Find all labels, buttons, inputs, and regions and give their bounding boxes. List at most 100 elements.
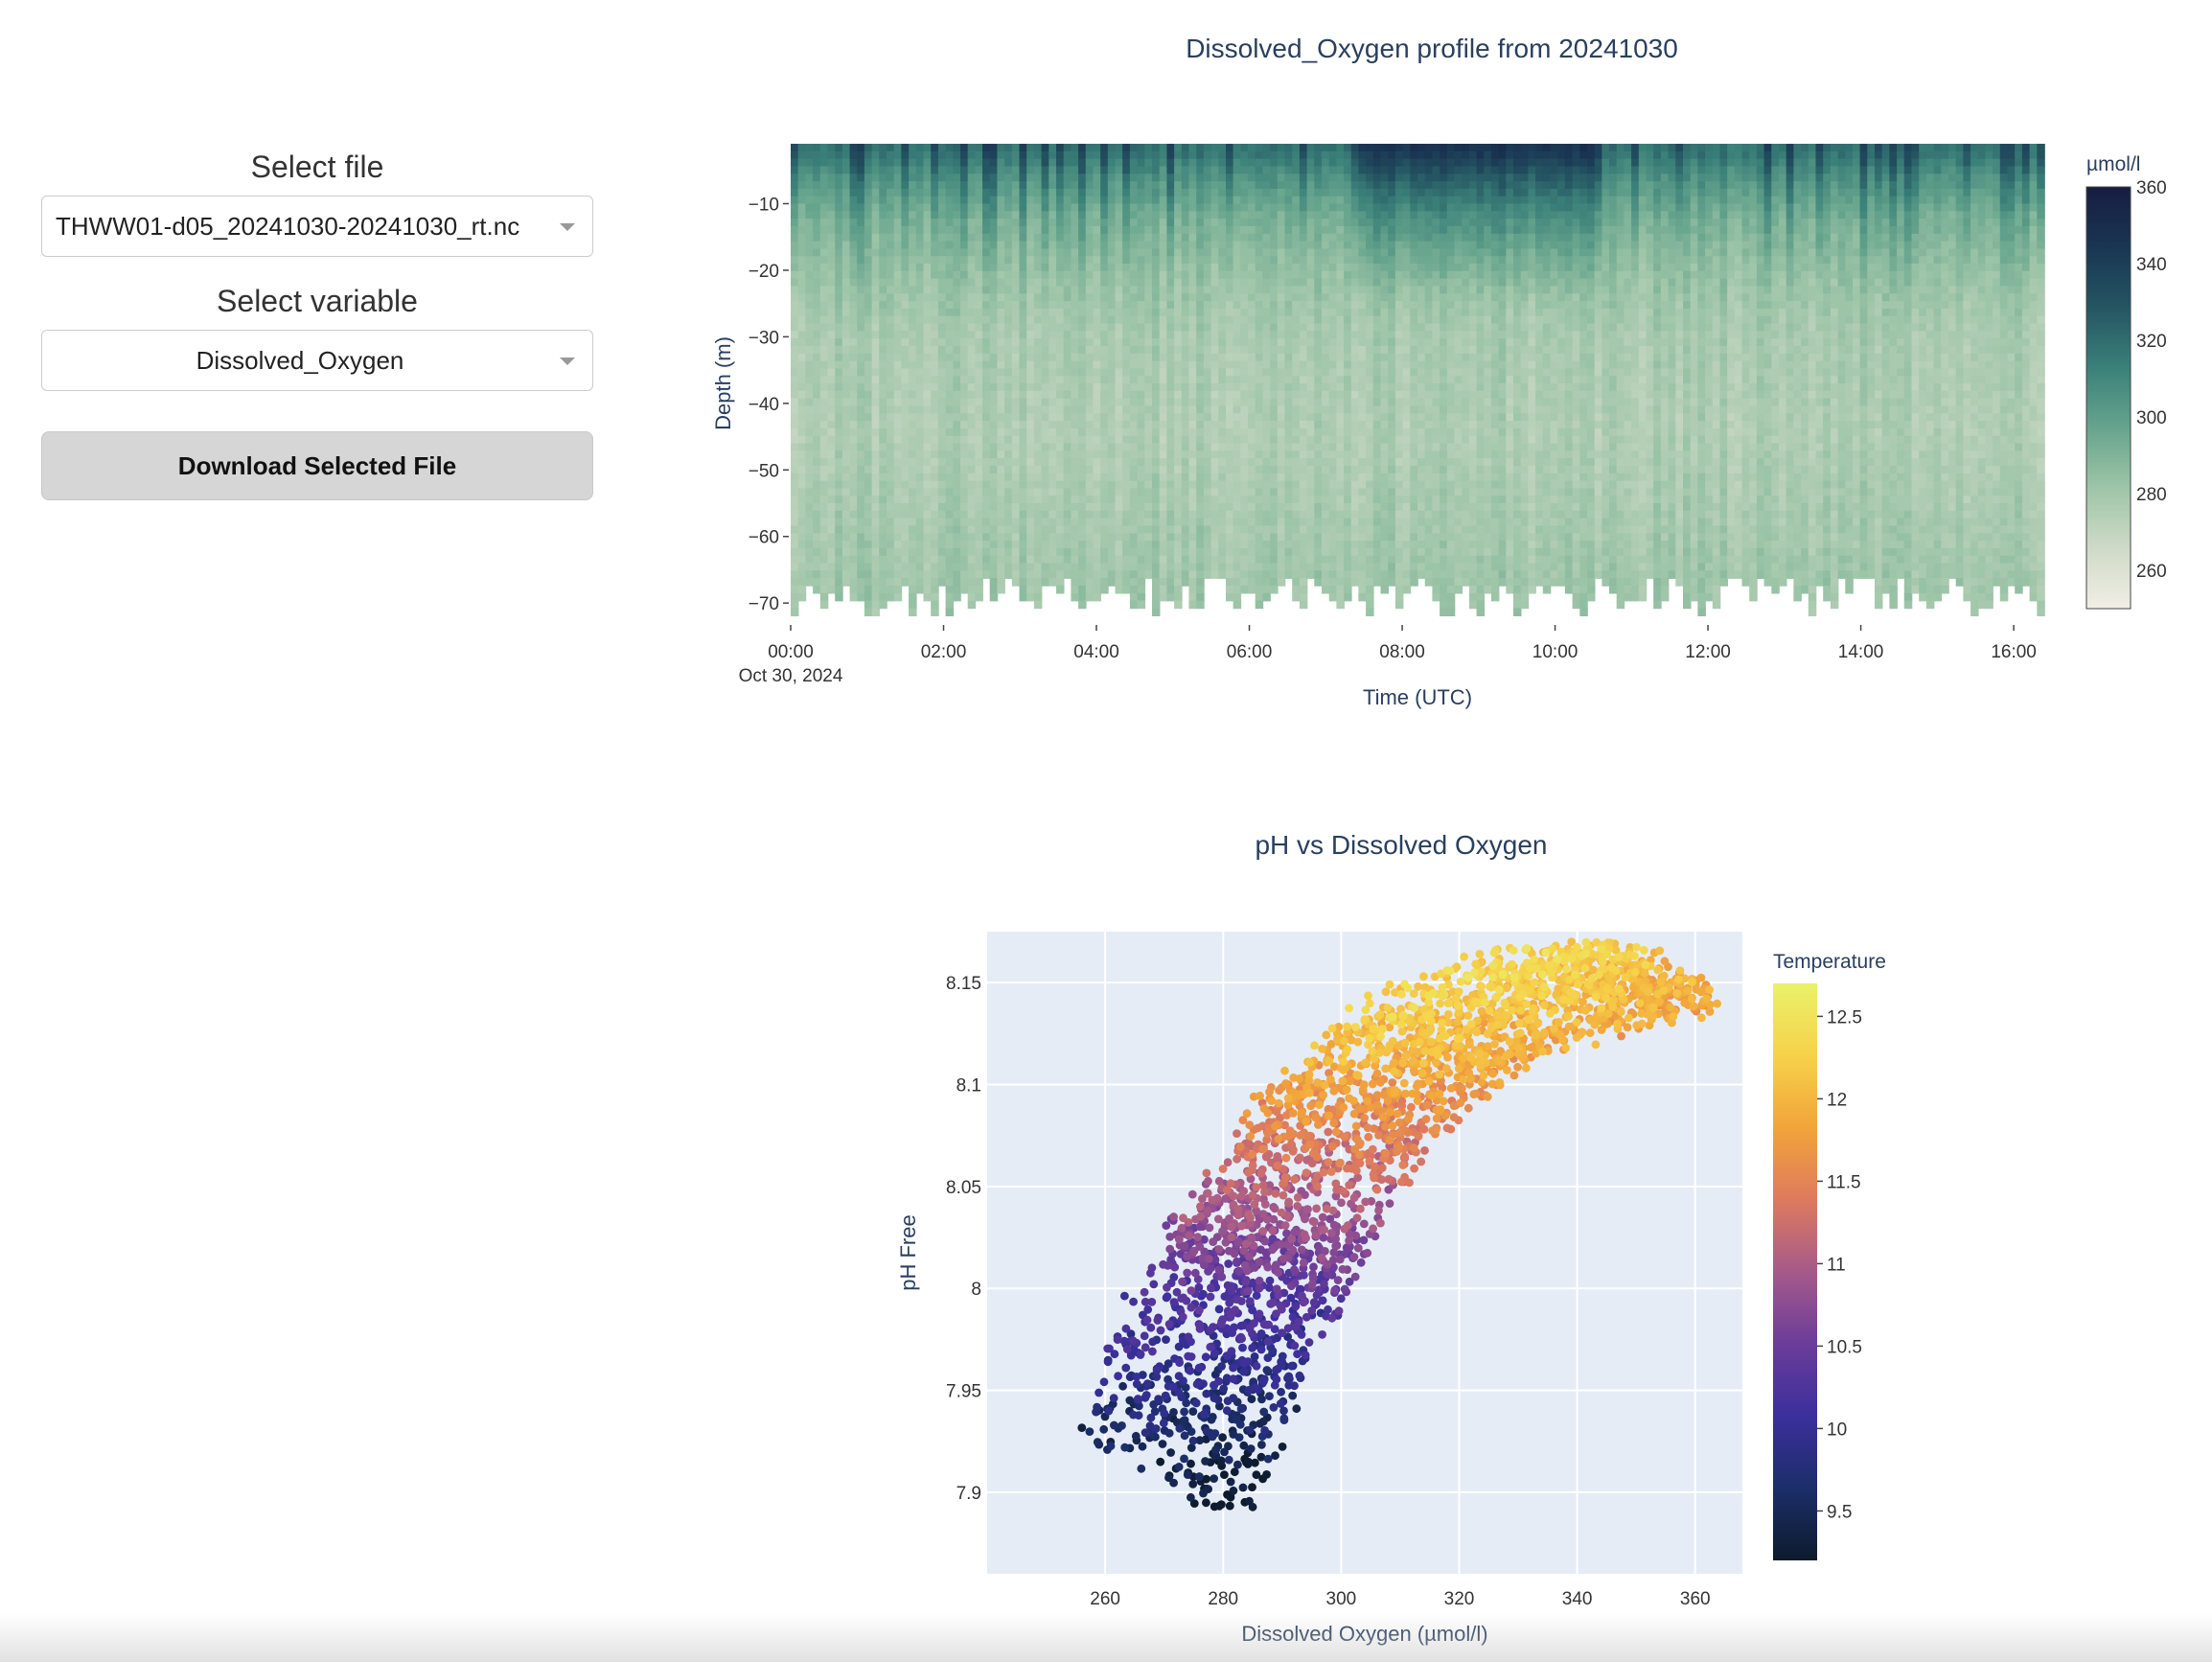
heatmap-cell bbox=[1071, 331, 1079, 339]
heatmap-cell bbox=[923, 541, 932, 549]
heatmap-cell bbox=[835, 166, 843, 174]
heatmap-cell bbox=[1226, 256, 1234, 265]
heatmap-cell bbox=[879, 413, 887, 422]
heatmap-cell bbox=[887, 323, 895, 333]
heatmap-cell bbox=[1107, 345, 1117, 355]
heatmap-cell bbox=[1380, 390, 1389, 400]
heatmap-cell bbox=[1011, 166, 1021, 174]
heatmap-cell bbox=[813, 241, 821, 250]
heatmap-cell bbox=[997, 144, 1005, 152]
heatmap-cell bbox=[1085, 450, 1094, 459]
heatmap-cell bbox=[1380, 541, 1389, 549]
heatmap-cell bbox=[1255, 578, 1264, 587]
heatmap-cell bbox=[864, 360, 873, 370]
heatmap-cell bbox=[1033, 181, 1043, 190]
heatmap-cell bbox=[1048, 496, 1057, 504]
heatmap-cell bbox=[1262, 368, 1271, 377]
heatmap-cell bbox=[827, 173, 836, 182]
heatmap-cell bbox=[1129, 473, 1139, 482]
heatmap-cell bbox=[1004, 533, 1013, 542]
heatmap-cell bbox=[797, 338, 807, 347]
heatmap-cell bbox=[1328, 465, 1338, 474]
oxygen-profile-heatmap[interactable]: Dissolved_Oxygen profile from 20241030−1… bbox=[0, 0, 2212, 728]
heatmap-cell bbox=[1366, 525, 1374, 534]
heatmap-cell bbox=[797, 398, 807, 407]
heatmap-cell bbox=[937, 547, 947, 557]
heatmap-cell bbox=[893, 465, 903, 474]
heatmap-cell bbox=[893, 315, 903, 325]
heatmap-cell bbox=[1306, 510, 1316, 519]
heatmap-cell bbox=[1292, 315, 1301, 325]
heatmap-cell bbox=[887, 518, 895, 527]
heatmap-cell bbox=[1270, 256, 1279, 265]
heatmap-cell bbox=[1366, 413, 1374, 422]
heatmap-cell bbox=[835, 211, 843, 219]
heatmap-cell bbox=[1233, 480, 1242, 490]
heatmap-cell bbox=[1033, 421, 1043, 429]
heatmap-cell bbox=[967, 398, 977, 407]
heatmap-cell bbox=[1100, 533, 1109, 542]
heatmap-cell bbox=[893, 480, 903, 490]
heatmap-cell bbox=[1196, 144, 1205, 152]
heatmap-cell bbox=[791, 608, 799, 616]
heatmap-cell bbox=[1388, 188, 1396, 197]
heatmap-cell bbox=[1026, 427, 1035, 437]
heatmap-cell bbox=[841, 465, 851, 474]
heatmap-cell bbox=[1004, 331, 1013, 339]
heatmap-cell bbox=[1306, 211, 1316, 219]
heatmap-cell bbox=[1181, 563, 1190, 572]
heatmap-cell bbox=[805, 323, 814, 333]
heatmap-cell bbox=[1196, 323, 1205, 333]
heatmap-cell bbox=[849, 241, 859, 250]
variable-dropdown[interactable]: Dissolved_Oxygen bbox=[41, 330, 593, 391]
heatmap-cell bbox=[1299, 338, 1308, 347]
heatmap-cell bbox=[1093, 488, 1101, 496]
heatmap-cell bbox=[1248, 450, 1256, 459]
heatmap-cell bbox=[805, 570, 814, 579]
heatmap-cell bbox=[953, 188, 961, 197]
heatmap-cell bbox=[871, 323, 881, 333]
heatmap-cell bbox=[1100, 144, 1109, 152]
heatmap-cell bbox=[1270, 450, 1279, 459]
heatmap-cell bbox=[1203, 248, 1212, 257]
heatmap-cell bbox=[1233, 592, 1242, 602]
heatmap-cell bbox=[1107, 390, 1117, 400]
heatmap-cell bbox=[1248, 323, 1256, 333]
heatmap-cell bbox=[982, 435, 991, 445]
heatmap-cell bbox=[805, 196, 814, 205]
heatmap-cell bbox=[1240, 555, 1249, 565]
heatmap-cell bbox=[1026, 376, 1035, 384]
heatmap-cell bbox=[937, 286, 947, 294]
file-dropdown[interactable]: THWW01-d05_20241030-20241030_rt.nc bbox=[41, 196, 593, 257]
heatmap-cell bbox=[1218, 368, 1227, 377]
heatmap-cell bbox=[1388, 443, 1396, 452]
heatmap-cell bbox=[1122, 458, 1131, 467]
heatmap-cell bbox=[1085, 390, 1094, 400]
heatmap-cell bbox=[1380, 398, 1389, 407]
heatmap-cell bbox=[1129, 219, 1139, 227]
heatmap-cell bbox=[1350, 427, 1360, 437]
heatmap-cell bbox=[1344, 405, 1352, 414]
heatmap-cell bbox=[975, 196, 983, 205]
heatmap-cell bbox=[975, 264, 983, 272]
heatmap-cell bbox=[1137, 473, 1146, 482]
heatmap-cell bbox=[1129, 570, 1139, 579]
heatmap-cell bbox=[791, 443, 799, 452]
heatmap-cell bbox=[1210, 368, 1220, 377]
download-button[interactable]: Download Selected File bbox=[41, 431, 593, 500]
heatmap-cell bbox=[923, 219, 932, 227]
heatmap-cell bbox=[1203, 188, 1212, 197]
heatmap-cell bbox=[953, 547, 961, 557]
heatmap-cell bbox=[797, 547, 807, 557]
heatmap-cell bbox=[827, 458, 836, 467]
heatmap-cell bbox=[1203, 390, 1212, 400]
heatmap-cell bbox=[819, 345, 829, 355]
heatmap-cell bbox=[989, 376, 999, 384]
heatmap-cell bbox=[1152, 413, 1161, 422]
heatmap-cell bbox=[1174, 518, 1183, 527]
heatmap-cell bbox=[909, 578, 917, 587]
heatmap-cell bbox=[1078, 308, 1087, 317]
heatmap-cell bbox=[953, 331, 961, 339]
heatmap-cell bbox=[797, 211, 807, 219]
heatmap-cell bbox=[827, 510, 836, 519]
